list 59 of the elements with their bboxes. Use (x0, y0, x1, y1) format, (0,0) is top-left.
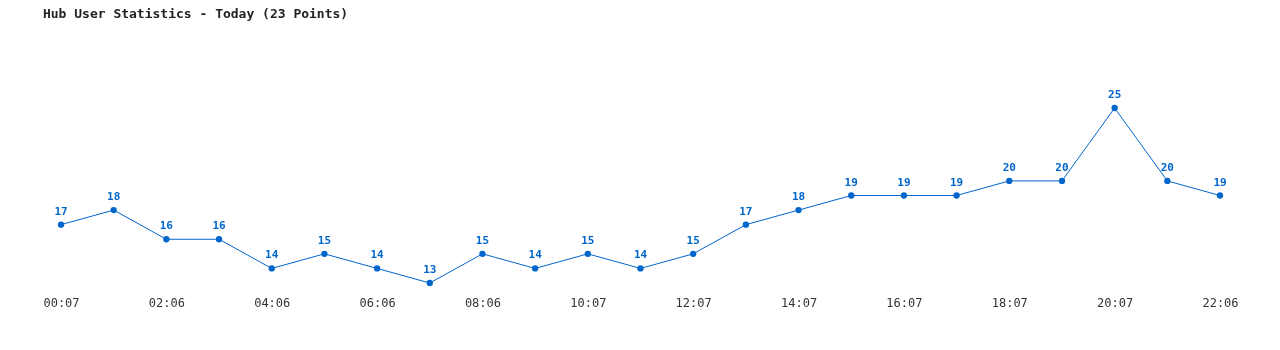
x-tick-label: 06:06 (359, 295, 396, 310)
data-label: 15 (581, 233, 595, 247)
point (163, 236, 170, 243)
data-label: 18 (107, 190, 121, 204)
point (953, 192, 960, 199)
point (1058, 177, 1066, 185)
point (637, 265, 644, 272)
data-label: 15 (686, 233, 700, 247)
x-tick-label: 04:06 (254, 295, 291, 310)
data-label: 15 (317, 233, 332, 247)
data-label: 20 (1160, 160, 1174, 174)
point (215, 236, 223, 243)
point (110, 206, 117, 214)
data-label: 18 (791, 190, 806, 204)
data-label: 14 (265, 248, 279, 262)
point (584, 250, 591, 257)
point (848, 192, 855, 199)
data-label: 14 (633, 248, 648, 262)
data-label: 16 (212, 219, 227, 233)
chart-title: Hub User Statistics - Today (23 Points) (42, 6, 349, 21)
data-label: 19 (949, 175, 964, 189)
data-label: 15 (475, 233, 490, 247)
point (795, 206, 802, 214)
point (742, 221, 750, 228)
data-label: 25 (1108, 88, 1122, 101)
point (373, 265, 381, 272)
data-label: 17 (739, 204, 753, 218)
data-label: 20 (1055, 160, 1069, 174)
point (426, 279, 433, 287)
x-tick-label: 14:07 (780, 295, 818, 310)
data-label: 19 (897, 175, 911, 189)
data-label: 13 (423, 263, 437, 276)
point (1006, 177, 1013, 185)
point (531, 265, 539, 272)
x-tick-label: 08:06 (464, 295, 502, 310)
x-tick-label: 02:06 (148, 295, 185, 310)
x-tick-label: 22:06 (1202, 295, 1239, 310)
point (268, 265, 275, 272)
data-label: 14 (370, 248, 385, 262)
data-label: 19 (1213, 175, 1227, 189)
x-tick-label: 16:07 (886, 295, 923, 310)
x-tick-label: 00:07 (43, 295, 80, 310)
point (57, 221, 65, 228)
data-label: 14 (528, 248, 543, 262)
point (1216, 192, 1224, 199)
x-tick-label: 12:07 (675, 295, 712, 310)
point (900, 192, 908, 199)
point (1111, 104, 1118, 112)
point (479, 250, 486, 257)
x-tick-label: 18:07 (991, 295, 1028, 310)
point (321, 250, 328, 257)
data-label: 17 (54, 204, 68, 218)
x-tick-label: 20:07 (1097, 295, 1134, 310)
point (1164, 177, 1171, 185)
point (690, 250, 697, 257)
data-label: 19 (844, 175, 858, 189)
data-label: 16 (159, 219, 174, 233)
x-tick-label: 10:07 (570, 295, 607, 310)
data-label: 20 (1002, 160, 1016, 174)
